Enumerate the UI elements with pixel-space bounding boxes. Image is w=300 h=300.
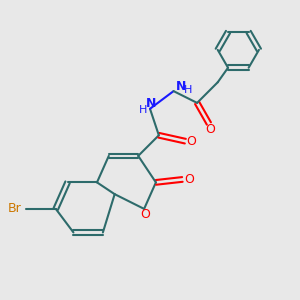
Text: N: N [146, 97, 157, 110]
Text: O: O [186, 135, 196, 148]
Text: O: O [184, 173, 194, 186]
Text: Br: Br [8, 202, 22, 215]
Text: O: O [141, 208, 151, 221]
Text: O: O [206, 123, 215, 136]
Text: N: N [176, 80, 186, 93]
Text: H: H [139, 105, 147, 115]
Text: H: H [184, 85, 193, 94]
